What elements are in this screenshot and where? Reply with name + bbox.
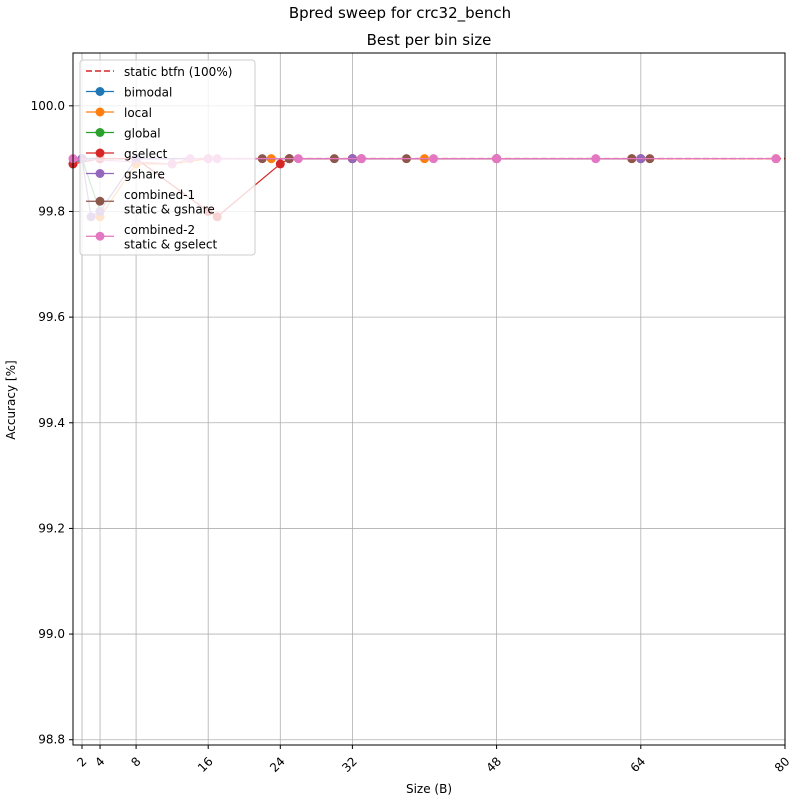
legend-swatch-marker	[95, 87, 105, 96]
x-axis-label: Size (B)	[406, 782, 452, 796]
data-point	[771, 154, 781, 164]
x-tick-label: 64	[628, 754, 649, 775]
legend-item: gshare	[86, 168, 165, 182]
x-tick-label: 2	[74, 754, 89, 769]
legend-label: combined-1 static & gshare	[124, 188, 215, 217]
legend: static btfn (100%) bimodal local global gsel…	[79, 59, 256, 256]
data-point	[492, 154, 502, 164]
legend-box	[79, 59, 256, 256]
x-tick-label: 32	[339, 754, 360, 775]
legend-label: static btfn (100%)	[124, 65, 232, 79]
legend-swatch-marker	[95, 231, 105, 241]
legend-swatch-marker	[95, 169, 105, 178]
legend-item: global	[86, 127, 161, 141]
legend-label: bimodal	[124, 86, 172, 100]
x-tick-label: 16	[195, 754, 216, 775]
y-tick-label: 99.0	[38, 627, 65, 641]
legend-label: gshare	[124, 168, 165, 182]
plot-frame	[72, 52, 786, 746]
legend-swatch-marker	[95, 196, 105, 206]
chart-suptitle: Bpred sweep for crc32_bench	[289, 4, 511, 23]
data-point	[591, 154, 601, 164]
legend-swatch-marker	[95, 128, 105, 137]
x-tick-label: 24	[267, 754, 288, 775]
legend-item: local	[86, 106, 152, 120]
grid	[73, 53, 786, 745]
legend-label: local	[124, 106, 152, 120]
y-tick-label: 98.8	[38, 733, 65, 747]
legend-item: bimodal	[86, 86, 172, 100]
x-tick-label: 4	[92, 754, 107, 769]
legend-swatch-marker	[95, 107, 105, 117]
y-tick-label: 99.4	[38, 416, 65, 430]
chart-title: Best per bin size	[367, 31, 492, 49]
legend-item: static btfn (100%)	[86, 65, 232, 79]
y-axis-label: Accuracy [%]	[4, 360, 18, 439]
data-point	[429, 154, 439, 164]
data-point	[293, 154, 303, 164]
data-point	[275, 159, 285, 169]
legend-swatch-marker	[95, 148, 105, 158]
data-point	[356, 154, 366, 164]
y-tick-label: 100.0	[31, 99, 65, 113]
legend-item: gselect	[86, 147, 168, 161]
legend-item: combined-2 static & gselect	[86, 223, 218, 252]
x-tick-label: 48	[483, 754, 504, 775]
x-ticks: 2 4 8 16 24 32 48 64 80	[74, 745, 793, 775]
x-tick-label: 80	[772, 754, 793, 775]
y-tick-label: 99.6	[38, 310, 65, 324]
legend-label: global	[124, 127, 161, 141]
y-tick-label: 99.2	[38, 521, 65, 535]
y-ticks: 98.8 99.0 99.2 99.4 99.6 99.8 100.0	[31, 99, 73, 747]
legend-label: combined-2 static & gselect	[124, 223, 218, 252]
legend-label: gselect	[124, 147, 168, 161]
y-tick-label: 99.8	[38, 204, 65, 218]
legend-item: combined-1 static & gshare	[86, 188, 215, 217]
x-tick-label: 8	[128, 754, 143, 769]
